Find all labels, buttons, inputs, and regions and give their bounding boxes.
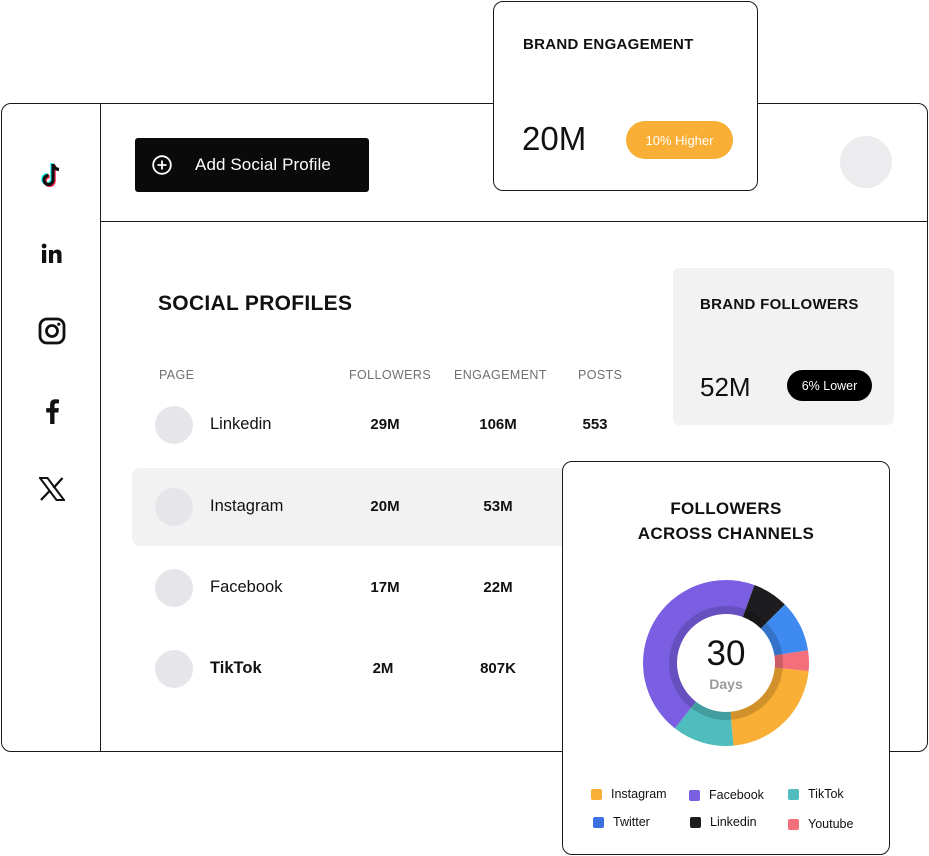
channels-title-line2: ACROSS CHANNELS [637, 524, 815, 543]
legend-label: TikTok [808, 787, 844, 801]
legend-item-twitter: Twitter [593, 815, 650, 829]
add-social-profile-button[interactable]: Add Social Profile [135, 138, 369, 192]
brand-followers-card: BRAND FOLLOWERS 52M 6% Lower [673, 268, 894, 425]
donut-slice-tiktok [674, 701, 734, 746]
column-header-page: PAGE [159, 368, 195, 382]
legend-label: Instagram [611, 787, 667, 801]
brand-followers-badge: 6% Lower [787, 370, 872, 401]
followers-donut-chart [643, 580, 809, 746]
social-profiles-title: SOCIAL PROFILES [158, 292, 353, 315]
posts-cell: 553 [582, 416, 608, 433]
donut-slice-twitter [760, 604, 809, 656]
avatar [155, 650, 193, 688]
donut-slice-facebook [643, 580, 755, 729]
followers-cell: 20M [370, 498, 400, 515]
channels-title-line1: FOLLOWERS [670, 499, 782, 518]
column-header-engagement: ENGAGEMENT [454, 368, 547, 382]
linkedin-icon[interactable] [38, 240, 66, 268]
sidebar [2, 104, 101, 751]
legend-swatch [593, 816, 604, 828]
legend-swatch [690, 816, 701, 828]
page-name: Linkedin [210, 415, 272, 433]
engagement-cell: 22M [483, 579, 513, 596]
avatar [155, 488, 193, 526]
avatar [155, 569, 193, 607]
page-name: Facebook [210, 578, 283, 596]
followers-cell: 17M [370, 579, 400, 596]
instagram-icon[interactable] [38, 317, 66, 345]
plus-circle-icon [152, 155, 172, 175]
legend-swatch [689, 789, 700, 801]
brand-engagement-card: BRAND ENGAGEMENT 20M 10% Higher [493, 1, 758, 191]
legend-swatch [591, 788, 602, 800]
legend-label: Youtube [808, 817, 854, 831]
legend-swatch [788, 818, 799, 830]
donut-inner-ring [669, 606, 783, 720]
table-row[interactable]: Instagram 20M 53M [132, 468, 572, 546]
table-row[interactable]: Linkedin 29M 106M 553 [132, 386, 608, 464]
page-name: TikTok [210, 659, 262, 677]
engagement-cell: 106M [479, 416, 517, 433]
avatar [155, 406, 193, 444]
legend-label: Linkedin [710, 815, 757, 829]
user-avatar[interactable] [840, 136, 892, 188]
page-name: Instagram [210, 497, 284, 515]
brand-followers-value: 52M [700, 372, 751, 402]
donut-center-label: Days [709, 676, 743, 692]
legend-item-facebook: Facebook [689, 788, 764, 802]
add-social-profile-label: Add Social Profile [195, 155, 331, 174]
followers-cell: 2M [372, 660, 394, 677]
legend-item-instagram: Instagram [591, 787, 667, 801]
legend-item-youtube: Youtube [788, 817, 853, 831]
engagement-cell: 53M [483, 498, 513, 515]
donut-center-value: 30 [706, 634, 746, 673]
legend-item-tiktok: TikTok [788, 787, 844, 801]
brand-engagement-title: BRAND ENGAGEMENT [523, 36, 694, 53]
table-row[interactable]: TikTok 2M 807K [132, 630, 572, 708]
legend-label: Facebook [709, 788, 764, 802]
legend-label: Twitter [613, 815, 650, 829]
brand-engagement-badge: 10% Higher [626, 121, 733, 159]
facebook-icon[interactable] [38, 397, 66, 425]
legend-swatch [788, 788, 799, 800]
engagement-cell: 807K [480, 660, 516, 677]
header-divider [101, 221, 927, 222]
tiktok-icon[interactable] [38, 161, 66, 189]
table-row[interactable]: Facebook 17M 22M [132, 549, 572, 627]
column-header-followers: FOLLOWERS [349, 368, 432, 382]
donut-slice-youtube [774, 650, 809, 672]
column-header-posts: POSTS [578, 368, 623, 382]
donut-hole [679, 616, 773, 710]
followers-cell: 29M [370, 416, 400, 433]
brand-followers-title: BRAND FOLLOWERS [700, 296, 859, 313]
donut-slice-linkedin [742, 585, 785, 629]
legend-item-linkedin: Linkedin [690, 815, 757, 829]
x-icon[interactable] [38, 475, 66, 503]
followers-across-channels-card: FOLLOWERS ACROSS CHANNELS 30 Days Instag… [562, 461, 890, 855]
brand-engagement-value: 20M [522, 120, 587, 157]
donut-slice-instagram [730, 667, 809, 746]
